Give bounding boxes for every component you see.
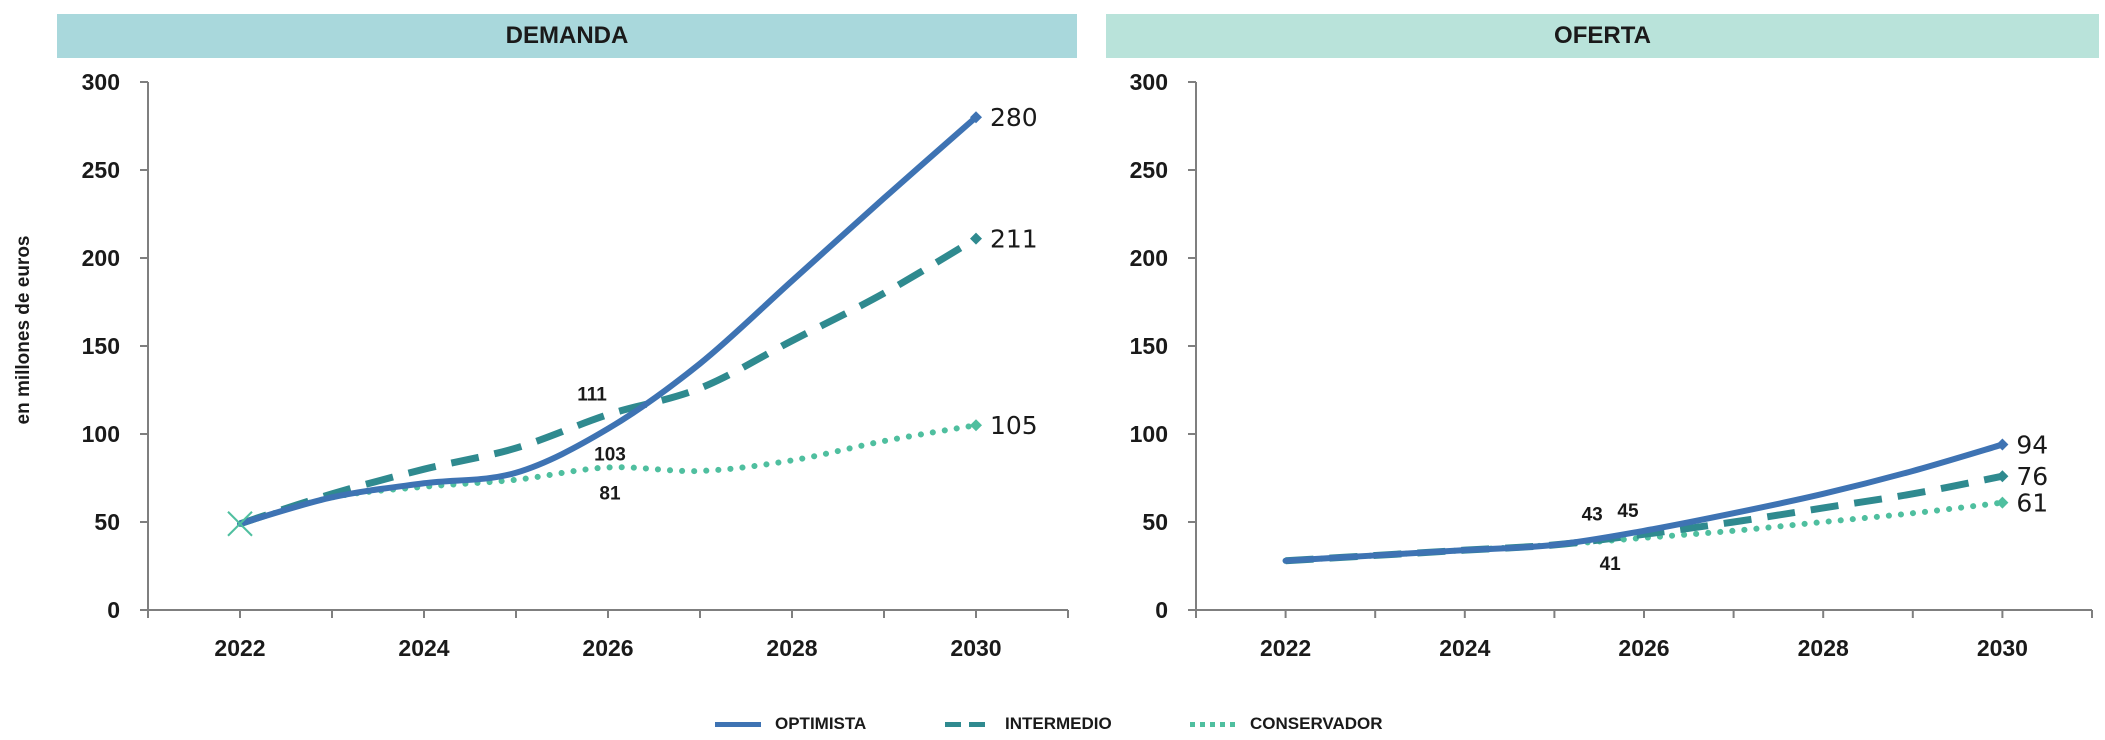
data-label-end-conservador: 105 — [990, 411, 1038, 440]
panel-title-oferta: OFERTA — [1106, 14, 2099, 58]
legend-swatch-optimista — [715, 721, 761, 727]
series-end-marker-intermedio — [1996, 470, 2009, 483]
y-tick-label: 250 — [1130, 157, 1168, 183]
series-line-conservador-demanda — [237, 422, 979, 527]
y-tick-label: 50 — [1142, 509, 1168, 535]
data-label-optimista: 103 — [594, 445, 626, 466]
series-line-conservador-oferta — [1282, 499, 2006, 564]
data-label-end-intermedio: 76 — [2016, 462, 2048, 491]
x-tick-label: 2030 — [950, 635, 1001, 661]
data-label-end-optimista: 280 — [990, 103, 1038, 132]
data-label-intermedio: 43 — [1582, 504, 1603, 525]
y-tick-label: 150 — [1130, 333, 1168, 359]
series-end-marker-conservador — [1996, 496, 2009, 509]
y-tick-label: 200 — [1130, 245, 1168, 271]
x-tick-label: 2022 — [214, 635, 265, 661]
x-tick-label: 2028 — [1798, 635, 1849, 661]
data-label-conservador: 81 — [599, 483, 621, 504]
series-end-marker-conservador — [970, 419, 982, 432]
data-label-end-conservador: 61 — [2016, 489, 2048, 518]
data-label-conservador: 41 — [1600, 554, 1622, 575]
data-label-end-intermedio: 211 — [990, 225, 1038, 254]
legend-label-intermedio: INTERMEDIO — [1005, 714, 1112, 733]
data-label-intermedio: 111 — [577, 385, 607, 406]
legend-item-conservador: CONSERVADOR — [1190, 714, 1383, 734]
legend: OPTIMISTA INTERMEDIO CONSERVADOR — [0, 714, 2105, 740]
x-tick-label: 2024 — [1439, 635, 1490, 661]
legend-label-optimista: OPTIMISTA — [775, 714, 867, 733]
x-tick-label: 2022 — [1260, 635, 1311, 661]
legend-label-conservador: CONSERVADOR — [1250, 714, 1383, 733]
y-tick-label: 250 — [82, 157, 120, 183]
y-tick-label: 50 — [94, 509, 120, 535]
y-tick-label: 200 — [82, 245, 120, 271]
start-marker — [227, 511, 253, 537]
y-tick-label: 100 — [82, 421, 120, 447]
legend-swatch-conservador — [1190, 721, 1236, 727]
series-end-marker-intermedio — [970, 232, 982, 245]
y-tick-label: 0 — [107, 597, 120, 623]
y-tick-label: 100 — [1130, 421, 1168, 447]
y-tick-label: 0 — [1155, 597, 1168, 623]
series-line-intermedio-oferta — [1285, 472, 2004, 565]
x-tick-label: 2026 — [1618, 635, 1669, 661]
data-label-optimista: 45 — [1617, 501, 1639, 522]
chart-canvas: 0 50 100 150 200 250 300 2022 2024 2026 2028 2030 28… — [82, 69, 2093, 661]
y-tick-label: 300 — [82, 69, 120, 95]
x-tick-label: 2024 — [398, 635, 449, 661]
series-line-optimista-demanda — [237, 114, 979, 527]
x-tick-label: 2028 — [766, 635, 817, 661]
y-tick-label: 150 — [82, 333, 120, 359]
series-line-intermedio-demanda — [238, 235, 978, 528]
legend-item-intermedio: INTERMEDIO — [945, 714, 1112, 734]
x-tick-label: 2026 — [582, 635, 633, 661]
y-tick-label: 300 — [1130, 69, 1168, 95]
data-label-end-optimista: 94 — [2016, 431, 2048, 460]
legend-swatch-intermedio — [945, 721, 991, 727]
series-line-optimista-oferta — [1282, 441, 2006, 564]
series-end-marker-optimista — [970, 111, 982, 124]
legend-item-optimista: OPTIMISTA — [715, 714, 866, 734]
series-end-marker-optimista — [1996, 438, 2009, 451]
panel-title-demanda: DEMANDA — [57, 14, 1077, 58]
x-tick-label: 2030 — [1977, 635, 2028, 661]
